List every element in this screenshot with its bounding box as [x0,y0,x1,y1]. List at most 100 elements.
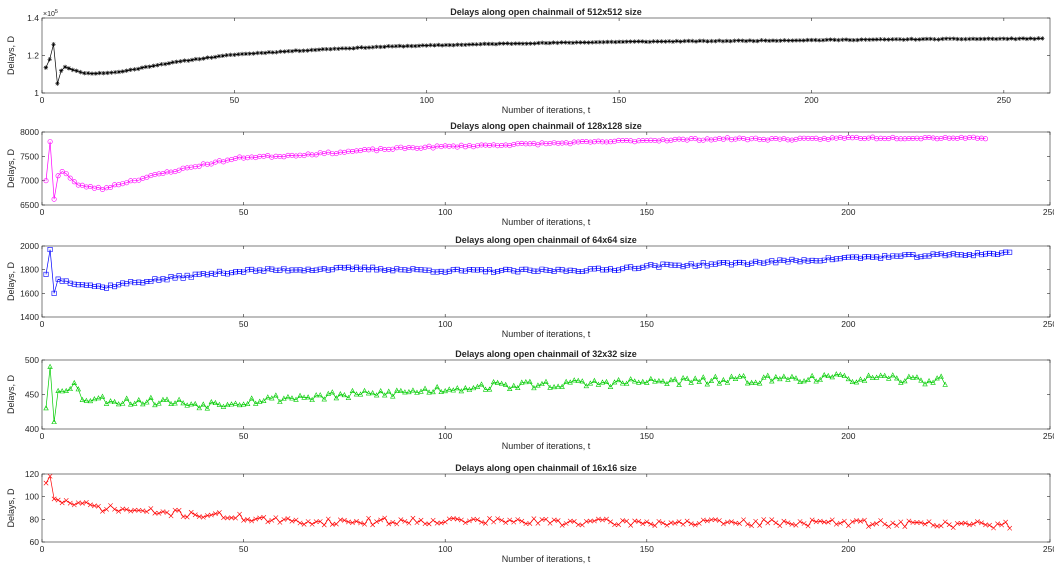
data-point [652,523,658,528]
data-point [402,518,408,524]
data-point [277,267,283,273]
plot-area [41,17,1051,94]
data-point [616,39,622,45]
data-point [241,155,247,161]
data-point [700,374,706,380]
data-point [962,253,968,259]
data-point [636,265,642,271]
data-point [248,395,255,401]
data-point [651,39,656,44]
data-point [870,37,876,42]
data-point [740,38,745,43]
data-point [547,520,553,526]
data-point [786,38,791,43]
data-point [914,254,920,260]
data-point [239,51,245,57]
data-point [523,266,529,272]
data-point [583,519,589,524]
data-point [555,140,561,146]
data-point [712,261,718,267]
data-point [196,163,202,169]
data-point [724,379,731,385]
plot-area [41,131,1051,206]
data-point [524,41,529,46]
x-tick-label: 250 [1043,544,1054,554]
data-point [837,520,843,526]
data-point [704,381,710,387]
data-point [567,267,573,273]
data-point [447,42,453,48]
data-point [442,519,448,525]
data-point [245,267,251,273]
x-tick-label: 200 [804,95,818,105]
data-point [745,261,751,267]
data-point [688,136,694,142]
data-point [252,400,259,406]
data-point [490,379,497,385]
data-point [616,522,621,528]
data-point [999,250,1005,256]
data-point [547,40,553,46]
data-point [168,400,174,406]
data-point [620,266,626,272]
data-point [898,136,904,142]
data-point [286,49,291,54]
data-point [410,515,416,521]
data-point [751,38,756,44]
data-point [890,520,896,526]
series-1 [43,247,1013,296]
data-point [62,64,68,70]
x-tick-label: 200 [841,544,855,554]
data-point [261,397,267,404]
data-point [910,520,916,525]
data-point [693,39,699,44]
data-point [741,260,747,266]
data-point [704,263,710,269]
data-point [466,42,472,47]
data-point [666,39,672,44]
data-point [176,167,182,173]
data-point [341,265,347,271]
data-point [785,376,791,382]
data-point [140,401,146,407]
data-point [224,401,231,407]
data-point [664,261,670,267]
data-point [743,38,749,44]
data-point [332,46,337,51]
data-point [761,517,767,522]
data-point [124,180,130,186]
data-point [43,178,49,184]
data-point [805,135,811,141]
data-point [378,266,384,272]
data-point [893,37,899,42]
data-point [978,36,983,42]
data-point [704,518,710,524]
data-point [777,523,783,529]
data-point [120,69,125,74]
data-point [862,517,867,523]
data-point [454,266,460,272]
data-point [527,521,533,526]
data-point [466,267,472,273]
data-point [75,182,81,188]
data-point [89,71,95,76]
data-point [898,379,904,385]
data-point [394,521,400,527]
data-point [71,179,77,185]
data-point [378,44,383,50]
data-point [92,503,97,509]
data-point [220,270,226,276]
data-point [51,290,57,296]
data-point [599,379,606,385]
data-point [79,282,85,288]
data-point [156,277,162,283]
data-point [160,509,166,515]
x-tick-label: 50 [239,544,249,554]
data-point [773,260,779,266]
data-point [374,44,379,49]
data-point [519,518,525,524]
data-point [162,61,168,67]
data-point [901,37,907,42]
data-point [482,386,489,392]
data-point [108,503,113,508]
